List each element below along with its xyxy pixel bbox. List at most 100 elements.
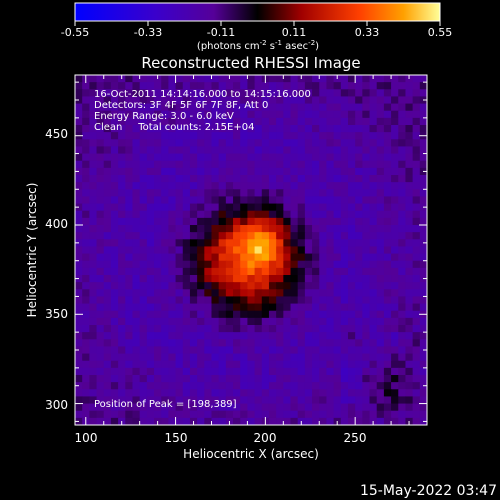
heatmap-cell bbox=[96, 82, 105, 90]
heatmap-cell bbox=[398, 196, 407, 205]
heatmap-cell bbox=[304, 232, 313, 240]
heatmap-cell bbox=[412, 239, 421, 248]
heatmap-cell bbox=[319, 360, 328, 369]
heatmap-cell bbox=[168, 267, 177, 276]
heatmap-cell bbox=[197, 396, 205, 405]
heatmap-cell bbox=[254, 260, 263, 269]
heatmap-cell bbox=[268, 260, 277, 269]
heatmap-cell bbox=[312, 275, 320, 283]
heatmap-cell bbox=[355, 196, 363, 205]
heatmap-cell bbox=[175, 225, 184, 233]
heatmap-cell bbox=[125, 389, 134, 398]
heatmap-cell bbox=[247, 89, 256, 98]
heatmap-cell bbox=[211, 175, 220, 183]
heatmap-cell bbox=[319, 346, 328, 355]
heatmap-cell bbox=[391, 389, 399, 398]
heatmap-cell bbox=[146, 175, 155, 183]
heatmap-cell bbox=[247, 103, 256, 112]
heatmap-cell bbox=[168, 317, 177, 326]
heatmap-cell bbox=[355, 410, 363, 419]
heatmap-cell bbox=[125, 267, 134, 276]
heatmap-cell bbox=[168, 146, 177, 155]
heatmap-cell bbox=[304, 75, 313, 83]
heatmap-cell bbox=[132, 317, 141, 326]
heatmap-cell bbox=[405, 239, 414, 248]
heatmap-cell bbox=[96, 275, 105, 283]
heatmap-cell bbox=[182, 403, 191, 412]
heatmap-cell bbox=[218, 246, 227, 255]
heatmap-cell bbox=[218, 89, 227, 98]
heatmap-cell bbox=[161, 210, 169, 219]
heatmap-cell bbox=[132, 360, 141, 369]
heatmap-cell bbox=[240, 175, 248, 183]
x-tick-label: 250 bbox=[344, 431, 367, 445]
heatmap-cell bbox=[340, 203, 349, 212]
heatmap-cell bbox=[333, 246, 342, 255]
heatmap-cell bbox=[218, 375, 227, 383]
heatmap-cell bbox=[103, 182, 112, 190]
heatmap-cell bbox=[103, 375, 112, 383]
heatmap-cell bbox=[383, 296, 392, 305]
heatmap-cell bbox=[391, 110, 399, 119]
heatmap-cell bbox=[233, 103, 241, 112]
heatmap-cell bbox=[268, 417, 277, 425]
heatmap-cell bbox=[297, 275, 306, 283]
heatmap-cell bbox=[276, 89, 284, 98]
heatmap-cell bbox=[391, 82, 399, 90]
heatmap-cell bbox=[312, 296, 320, 305]
heatmap-cell bbox=[225, 175, 234, 183]
heatmap-cell bbox=[211, 203, 220, 212]
heatmap-cell bbox=[376, 160, 385, 169]
heatmap-cell bbox=[89, 260, 98, 269]
heatmap-cell bbox=[118, 110, 126, 119]
heatmap-cell bbox=[161, 189, 169, 198]
heatmap-cell bbox=[340, 367, 349, 376]
heatmap-cell bbox=[139, 360, 148, 369]
heatmap-cell bbox=[398, 282, 407, 290]
heatmap-cell bbox=[261, 382, 270, 390]
heatmap-cell bbox=[154, 225, 162, 233]
heatmap-cell bbox=[82, 353, 90, 362]
heatmap-cell bbox=[118, 139, 126, 148]
heatmap-cell bbox=[118, 367, 126, 376]
heatmap-cell bbox=[362, 410, 371, 419]
heatmap-cell bbox=[376, 417, 385, 425]
heatmap-cell bbox=[276, 417, 284, 425]
heatmap-cell bbox=[290, 403, 299, 412]
heatmap-cell bbox=[110, 139, 119, 148]
heatmap-cell bbox=[383, 239, 392, 248]
heatmap-cell bbox=[369, 125, 378, 133]
heatmap-cell bbox=[110, 389, 119, 398]
heatmap-cell bbox=[326, 282, 335, 290]
heatmap-cell bbox=[247, 275, 256, 283]
heatmap-cell bbox=[333, 275, 342, 283]
heatmap-cell bbox=[240, 303, 248, 312]
heatmap-cell bbox=[161, 89, 169, 98]
heatmap-cell bbox=[82, 317, 90, 326]
heatmap-cell bbox=[268, 139, 277, 148]
heatmap-cell bbox=[369, 175, 378, 183]
heatmap-cell bbox=[75, 75, 83, 83]
heatmap-cell bbox=[383, 75, 392, 83]
heatmap-cell bbox=[132, 217, 141, 226]
heatmap-cell bbox=[268, 403, 277, 412]
heatmap-cell bbox=[175, 203, 184, 212]
heatmap-cell bbox=[89, 403, 98, 412]
heatmap-cell bbox=[89, 167, 98, 176]
heatmap-cell bbox=[204, 210, 213, 219]
heatmap-cell bbox=[139, 353, 148, 362]
heatmap-cell bbox=[218, 132, 227, 140]
heatmap-cell bbox=[161, 396, 169, 405]
heatmap-cell bbox=[154, 203, 162, 212]
heatmap-cell bbox=[103, 403, 112, 412]
heatmap-cell bbox=[312, 96, 320, 105]
heatmap-cell bbox=[304, 96, 313, 105]
heatmap-cell bbox=[333, 375, 342, 383]
heatmap-cell bbox=[225, 167, 234, 176]
heatmap-cell bbox=[197, 110, 205, 119]
heatmap-cell bbox=[297, 353, 306, 362]
heatmap-cell bbox=[362, 332, 371, 340]
heatmap-cell bbox=[405, 117, 414, 126]
heatmap-cell bbox=[326, 253, 335, 262]
heatmap-cell bbox=[268, 382, 277, 390]
